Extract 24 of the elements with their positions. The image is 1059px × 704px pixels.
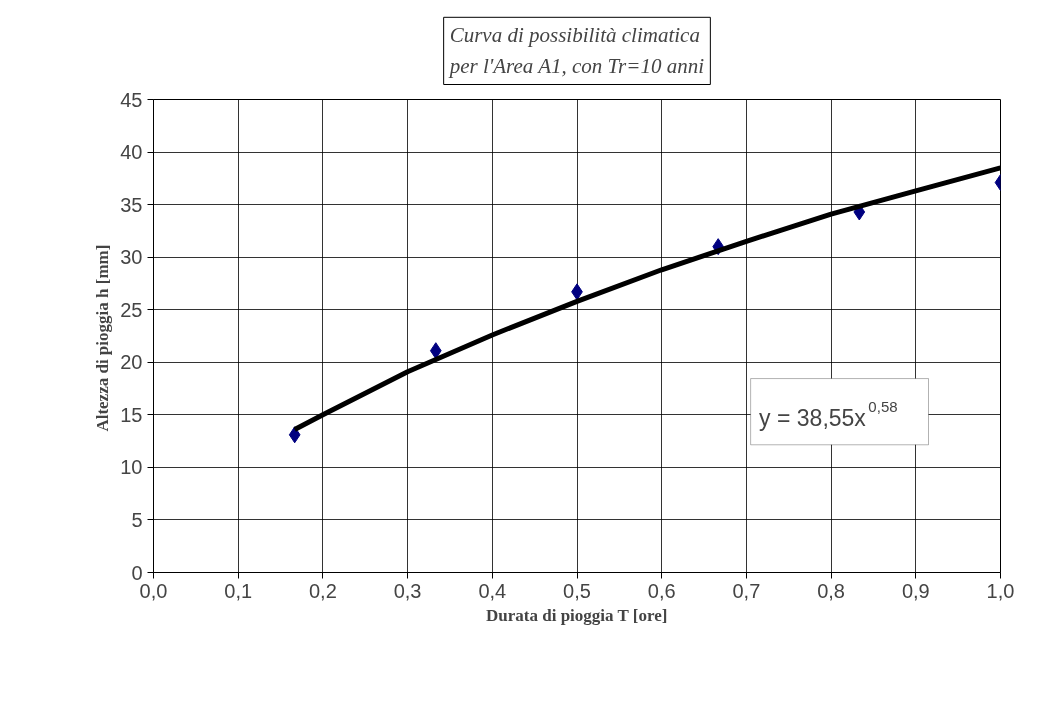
y-tick-label: 20 (120, 351, 143, 374)
y-tick-label: 35 (120, 193, 143, 216)
x-tick-label: 0,7 (732, 579, 761, 602)
x-tick-label: 0,3 (393, 579, 422, 602)
y-tick-label: 40 (120, 141, 143, 164)
x-tick-label: 0,9 (901, 579, 930, 602)
chart-title: Curva di possibilità climatica per l'Area A1, con Tr=10 anni (447, 23, 705, 79)
x-tick-label: 0,2 (309, 579, 337, 602)
x-tick-label: 0,8 (817, 579, 846, 602)
x-tick-label: 1,0 (986, 579, 1015, 602)
y-tick-label: 30 (120, 246, 143, 269)
x-tick-label: 0,6 (647, 579, 676, 602)
y-tick-label: 45 (120, 88, 143, 111)
y-tick-label: 25 (120, 298, 143, 321)
x-axis-title: Durata di pioggia T [ore] (486, 605, 668, 625)
x-tick-label: 0,4 (478, 579, 507, 602)
y-axis-title: Altezza di pioggia h [mm] (93, 244, 113, 432)
point (429, 342, 442, 360)
x-tick-label: 0,1 (224, 579, 253, 602)
y-tick-label: 10 (120, 456, 143, 479)
y-tick-label: 15 (120, 403, 143, 426)
y-tick-label: 5 (131, 508, 143, 531)
point (288, 426, 301, 444)
x-tick-label: 0,5 (563, 579, 591, 602)
